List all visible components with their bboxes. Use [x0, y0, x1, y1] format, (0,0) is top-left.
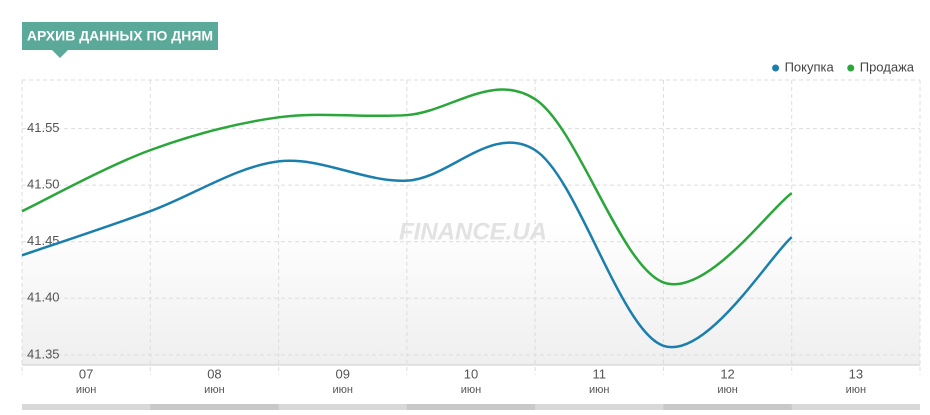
y-tick-label: 41.45: [27, 233, 60, 248]
legend-marker: [772, 64, 780, 72]
bottom-bar-seg: [406, 404, 536, 410]
series-line: [21, 88, 793, 286]
y-tick-label: 41.40: [27, 290, 60, 305]
header-bg: [22, 22, 218, 50]
x-tick-sublabel: июн: [461, 384, 481, 396]
x-tick-sublabel: июн: [204, 384, 224, 396]
x-tick-label: 08: [207, 366, 221, 381]
legend-label: Продажа: [860, 59, 915, 74]
x-tick-label: 07: [79, 366, 93, 381]
x-tick-sublabel: июн: [846, 384, 866, 396]
y-tick-label: 41.55: [27, 120, 60, 135]
header-title: АРХИВ ДАННЫХ ПО ДНЯМ: [27, 28, 213, 44]
legend-label: Покупка: [785, 59, 835, 74]
series-line: [21, 141, 793, 349]
x-tick-sublabel: июн: [717, 384, 737, 396]
y-tick-label: 41.35: [27, 346, 60, 361]
x-tick-label: 10: [464, 366, 478, 381]
x-tick-sublabel: июн: [332, 384, 352, 396]
bottom-bar-seg: [663, 404, 792, 410]
plot-shade: [22, 220, 920, 365]
x-tick-sublabel: июн: [589, 384, 609, 396]
x-tick-label: 11: [593, 366, 607, 381]
watermark: FINANCE.UA: [399, 218, 547, 245]
y-tick-label: 41.50: [27, 177, 60, 192]
x-tick-label: 09: [335, 366, 349, 381]
bottom-bar-seg: [150, 404, 279, 410]
legend-marker: [847, 64, 855, 72]
x-tick-label: 12: [720, 366, 734, 381]
x-tick-label: 13: [849, 366, 863, 381]
x-tick-sublabel: июн: [76, 384, 96, 396]
header-pointer: [52, 50, 68, 58]
